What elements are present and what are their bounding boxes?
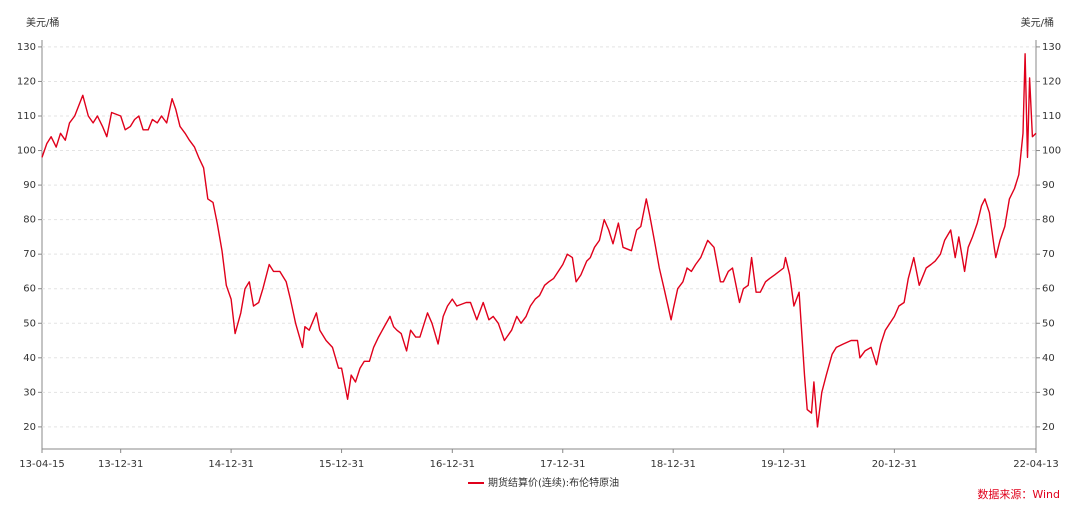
y-tick-label: 60 — [23, 284, 36, 295]
legend-label: 期货结算价(连续):布伦特原油 — [488, 476, 619, 489]
x-tick-label: 13-04-15 — [19, 459, 64, 470]
source-note: 数据来源：Wind — [977, 487, 1060, 501]
y2-tick-label: 60 — [1042, 284, 1055, 295]
x-tick-label: 13-12-31 — [98, 459, 143, 470]
y2-tick-label: 130 — [1042, 42, 1061, 53]
y2-tick-label: 110 — [1042, 111, 1061, 122]
y-tick-label: 90 — [23, 180, 36, 191]
y2-tick-label: 40 — [1042, 353, 1055, 364]
x-tick-label: 16-12-31 — [430, 459, 475, 470]
y-tick-label: 30 — [23, 387, 36, 398]
y-tick-label: 100 — [17, 146, 36, 157]
y2-tick-label: 30 — [1042, 387, 1055, 398]
y-tick-label: 50 — [23, 318, 36, 329]
y2-tick-label: 70 — [1042, 249, 1055, 260]
y2-tick-label: 120 — [1042, 76, 1061, 87]
x-tick-label: 22-04-13 — [1013, 459, 1058, 470]
y2-tick-label: 20 — [1042, 422, 1055, 433]
y-tick-label: 40 — [23, 353, 36, 364]
y-axis-unit: 美元/桶 — [26, 16, 59, 29]
y-tick-label: 130 — [17, 42, 36, 53]
y-tick-label: 110 — [17, 111, 36, 122]
x-tick-label: 17-12-31 — [540, 459, 585, 470]
y-tick-label: 20 — [23, 422, 36, 433]
y-tick-label: 80 — [23, 215, 36, 226]
x-tick-label: 15-12-31 — [319, 459, 364, 470]
y-tick-label: 70 — [23, 249, 36, 260]
x-tick-label: 14-12-31 — [208, 459, 253, 470]
x-tick-label: 20-12-31 — [872, 459, 917, 470]
y2-tick-label: 50 — [1042, 318, 1055, 329]
y2-tick-label: 80 — [1042, 215, 1055, 226]
price-line — [41, 53, 1037, 428]
y2-tick-label: 100 — [1042, 146, 1061, 157]
x-tick-label: 18-12-31 — [651, 459, 696, 470]
y-tick-label: 120 — [17, 76, 36, 87]
x-tick-label: 19-12-31 — [761, 459, 806, 470]
y2-axis-unit: 美元/桶 — [1021, 16, 1054, 29]
y2-tick-label: 90 — [1042, 180, 1055, 191]
